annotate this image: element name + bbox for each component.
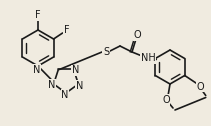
Text: N: N (61, 90, 69, 100)
Text: F: F (35, 10, 41, 20)
Text: N: N (72, 66, 79, 75)
Text: N: N (33, 65, 41, 75)
Text: O: O (133, 30, 141, 40)
Text: S: S (103, 47, 109, 57)
Text: O: O (162, 95, 170, 105)
Text: F: F (64, 25, 69, 35)
Text: N: N (76, 81, 83, 91)
Text: NH: NH (141, 53, 155, 63)
Text: N: N (48, 80, 55, 90)
Text: O: O (197, 82, 204, 91)
